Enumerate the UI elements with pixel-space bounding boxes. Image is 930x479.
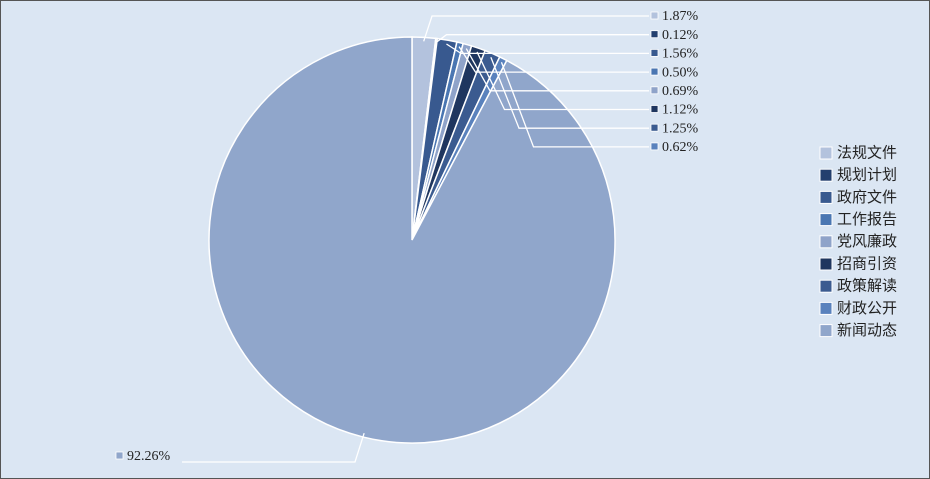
label-key [650, 11, 659, 20]
legend-swatch [819, 213, 833, 227]
leader-line [465, 48, 649, 92]
pie-slice [208, 36, 616, 444]
label-key [650, 49, 659, 57]
data-label: 0.50% [662, 65, 699, 80]
data-label: 1.87% [662, 9, 699, 24]
data-label: 1.25% [662, 121, 699, 136]
leader-line [423, 15, 649, 42]
legend-label: 党风廉政 [837, 233, 897, 250]
legend-label: 工作报告 [837, 211, 897, 228]
label-key [650, 123, 659, 132]
legend-label: 财政公开 [837, 300, 897, 317]
leader-line [458, 46, 649, 73]
label-key [650, 30, 659, 39]
label-key [650, 86, 659, 95]
legend-label: 新闻动态 [837, 322, 897, 339]
leader-line [490, 57, 649, 129]
legend-swatch [819, 301, 833, 315]
legend-label: 政策解读 [837, 278, 897, 295]
legend-swatch [819, 168, 833, 182]
data-label: 1.56% [662, 47, 699, 62]
data-label: 0.12% [662, 28, 699, 43]
data-label: 92.26% [127, 449, 171, 464]
legend-swatch [819, 324, 833, 338]
legend-swatch [819, 279, 833, 293]
legend-label: 招商引资 [837, 255, 897, 272]
label-key [115, 451, 124, 460]
leader-line [476, 51, 649, 111]
label-key [650, 67, 659, 76]
legend-swatch [819, 257, 833, 271]
label-key [650, 105, 659, 113]
leader-line [500, 62, 649, 148]
legend-label: 政府文件 [837, 189, 897, 206]
legend-label: 法规文件 [837, 144, 897, 161]
leader-line [182, 432, 365, 463]
data-label: 1.12% [662, 103, 699, 118]
legend-swatch [819, 146, 833, 160]
data-label: 0.62% [662, 140, 699, 155]
legend-swatch [819, 190, 833, 204]
leader-line [446, 43, 649, 55]
leader-line [435, 34, 649, 43]
label-key [650, 142, 659, 151]
data-label: 0.69% [662, 84, 699, 99]
legend-label: 规划计划 [837, 167, 897, 184]
legend-swatch [819, 235, 833, 249]
